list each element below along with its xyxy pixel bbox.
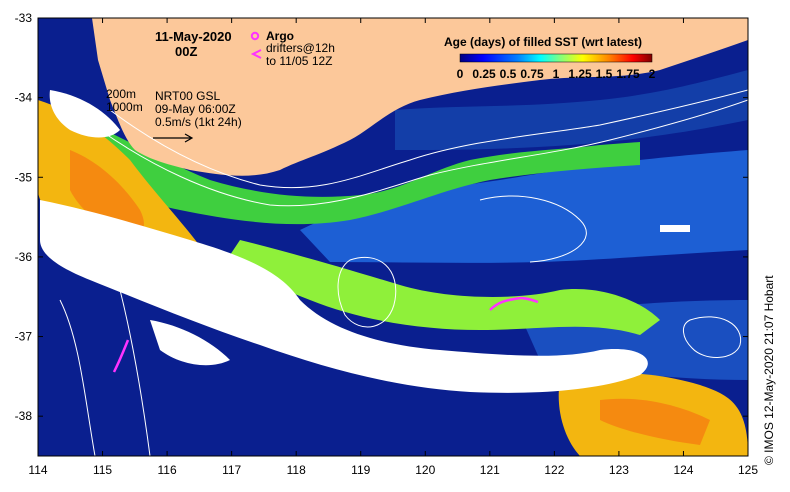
y-axis: -33 -34 -35 -36 -37 -38 [15,11,748,423]
x-tick-label: 118 [287,463,306,477]
y-tick-label: -38 [15,409,33,423]
colorbar-tick-label: 1.25 [568,67,592,81]
cloud-mask-small [660,225,690,232]
plot-frame [37,17,749,457]
model-name-label: NRT00 GSL [155,89,220,103]
green-band [60,110,640,225]
colorbar-tick-label: 1 [553,67,560,81]
isobath-200 [109,89,748,189]
colorbar-title: Age (days) of filled SST (wrt latest) [444,35,642,49]
contour-west-1 [119,289,151,456]
drifter-tracks [112,296,539,373]
x-tick-label: 121 [480,463,500,477]
vector-scale-arrow [153,133,194,143]
x-tick-label: 117 [222,463,241,477]
map-field [38,18,748,456]
cloud-mask-main [40,200,648,393]
x-tick-label: 125 [738,463,758,477]
y-tick-label: -34 [15,91,33,105]
isobath-1000 [99,99,748,207]
argo-label: Argo [266,29,294,43]
y-tick-label: -36 [15,250,33,264]
x-tick-label: 123 [609,463,629,477]
x-tick-label: 120 [415,463,435,477]
model-time-label: 09-May 06:00Z [155,102,236,116]
x-tick-label: 116 [158,463,177,477]
orange-west-patch [70,150,144,237]
contour-west-2 [59,299,96,456]
cloud-mask-nw [49,90,120,138]
x-tick-label: 115 [93,463,112,477]
cloud-mask-sw [150,320,230,366]
colorbar-ticks: 0 0.25 0.5 0.75 1 1.25 1.5 1.75 2 [457,67,656,81]
eddy-contour-2 [683,316,742,358]
colorbar-tick-label: 1.5 [596,67,613,81]
drifters-range-label: to 11/05 12Z [266,54,333,68]
drifter-track-1 [489,296,539,311]
y-tick-label: -33 [15,11,33,25]
argo-legend-marker [250,31,262,59]
ocean-midblue-band [300,150,748,263]
x-tick-label: 122 [544,463,564,477]
eddy-contour-1 [337,256,397,328]
x-tick-label: 119 [351,463,370,477]
y-tick-label: -35 [15,170,33,184]
isobath-200-label: 200m [106,87,136,101]
colorbar-tick-label: 0 [457,67,464,81]
vector-scale-label: 0.5m/s (1kt 24h) [155,115,242,129]
x-tick-label: 114 [28,463,47,477]
colorbar-gradient [459,53,653,63]
contour-lines [59,89,748,456]
x-tick-label: 124 [673,463,693,477]
colorbar-tick-label: 2 [649,67,656,81]
drifter-track-2 [112,339,130,373]
argo-icon [250,31,260,41]
y-tick-label: -37 [15,330,33,344]
eddy-contour-3 [479,195,587,263]
isobath-1000-label: 1000m [106,100,143,114]
credit-text: © IMOS 12-May-2020 21:07 Hobart [762,275,776,465]
colorbar-tick-label: 0.25 [472,67,496,81]
colorbar-tick-label: 0.75 [520,67,544,81]
drifters-label: drifters@12h [266,41,335,55]
drifter-icon [250,49,262,59]
colorbar-tick-label: 1.75 [616,67,640,81]
colorbar-tick-label: 0.5 [500,67,517,81]
ocean-shelf-band [395,70,748,150]
lime-band [230,240,660,335]
time-label: 00Z [175,44,197,59]
date-label: 11-May-2020 [155,29,232,44]
x-axis: 114 115 116 117 118 119 120 121 122 123 124 125 [28,18,758,477]
orange-se-patch [600,398,710,445]
